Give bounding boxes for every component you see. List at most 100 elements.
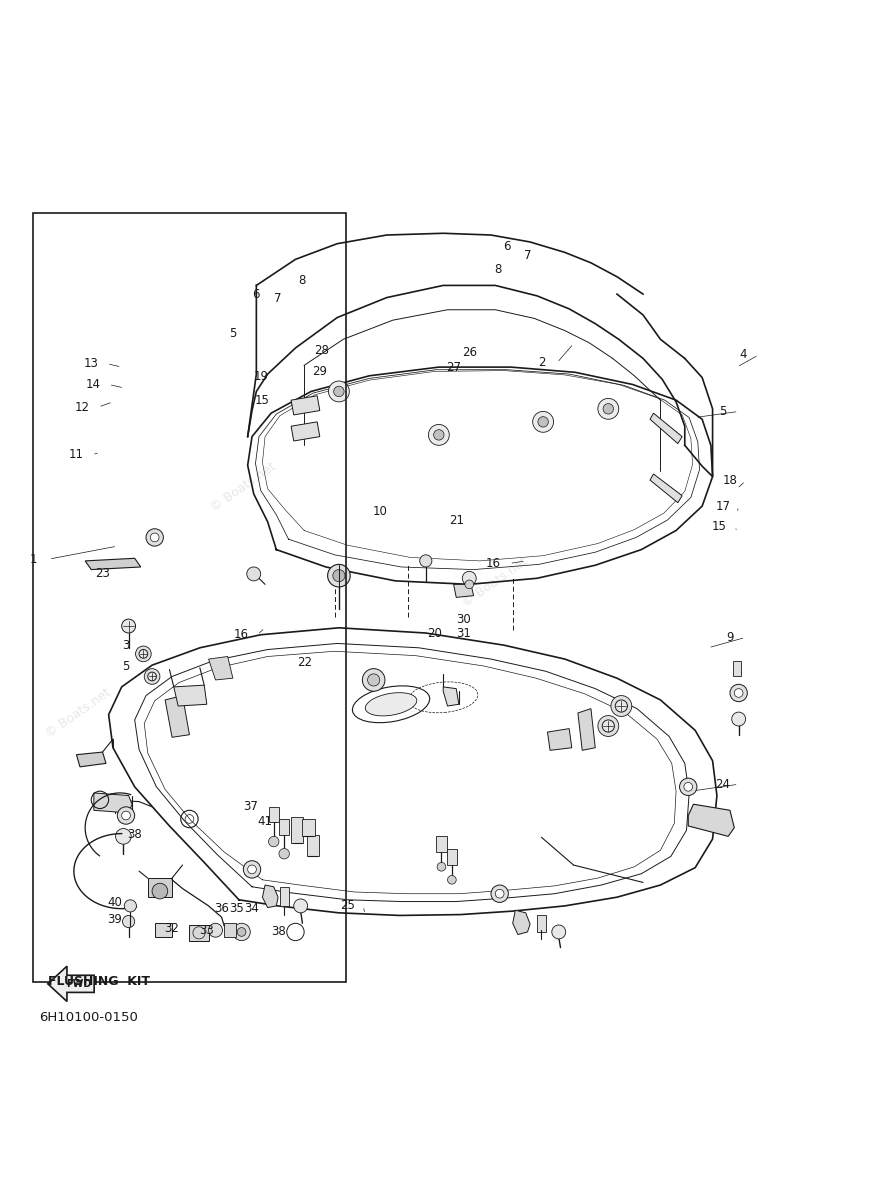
Polygon shape — [650, 413, 682, 444]
Bar — [436, 836, 447, 852]
Circle shape — [428, 425, 449, 445]
Bar — [291, 817, 303, 844]
Circle shape — [139, 649, 148, 659]
Bar — [447, 850, 457, 865]
Polygon shape — [443, 686, 459, 706]
Bar — [224, 923, 236, 937]
Circle shape — [334, 386, 344, 397]
Circle shape — [117, 806, 135, 824]
Polygon shape — [209, 656, 233, 680]
Circle shape — [146, 529, 163, 546]
Text: 15: 15 — [712, 520, 727, 533]
Text: 7: 7 — [524, 248, 531, 262]
Circle shape — [552, 925, 566, 938]
Circle shape — [294, 899, 308, 913]
Text: 11: 11 — [69, 449, 84, 461]
Text: 40: 40 — [107, 896, 123, 908]
Text: 28: 28 — [314, 344, 329, 358]
Circle shape — [209, 923, 222, 937]
Polygon shape — [85, 558, 141, 570]
Bar — [733, 661, 741, 677]
Circle shape — [116, 828, 131, 844]
Bar — [279, 818, 289, 835]
Circle shape — [730, 684, 747, 702]
Text: 37: 37 — [242, 800, 258, 814]
Circle shape — [538, 416, 548, 427]
Polygon shape — [650, 474, 682, 503]
Text: 25: 25 — [340, 899, 355, 912]
Text: FWD: FWD — [66, 979, 92, 989]
Circle shape — [598, 715, 619, 737]
Polygon shape — [165, 696, 189, 737]
Text: 6: 6 — [503, 240, 510, 253]
Text: 41: 41 — [257, 815, 273, 828]
Text: 7: 7 — [275, 292, 282, 305]
Bar — [307, 835, 319, 857]
Circle shape — [247, 566, 261, 581]
Polygon shape — [578, 709, 595, 750]
Text: 27: 27 — [446, 361, 461, 374]
Text: 29: 29 — [312, 365, 328, 378]
Text: 21: 21 — [448, 514, 464, 527]
Circle shape — [611, 696, 632, 716]
Polygon shape — [291, 422, 320, 440]
Text: 39: 39 — [107, 913, 123, 926]
Text: 16: 16 — [486, 557, 501, 570]
Circle shape — [448, 876, 456, 884]
Circle shape — [269, 836, 279, 847]
Bar — [537, 914, 546, 932]
Circle shape — [233, 923, 250, 941]
Circle shape — [462, 571, 476, 586]
Text: 6: 6 — [253, 288, 260, 301]
Text: 13: 13 — [83, 358, 99, 370]
Circle shape — [495, 889, 504, 898]
Circle shape — [603, 403, 614, 414]
Bar — [155, 923, 172, 937]
Text: 23: 23 — [95, 568, 110, 581]
Text: 2: 2 — [538, 356, 545, 370]
Polygon shape — [76, 752, 106, 767]
Circle shape — [533, 412, 554, 432]
Text: 38: 38 — [128, 828, 142, 841]
Text: 8: 8 — [494, 263, 501, 276]
Bar — [148, 878, 172, 898]
Circle shape — [122, 811, 130, 820]
Circle shape — [420, 554, 432, 566]
Text: 33: 33 — [200, 924, 214, 937]
Text: 26: 26 — [461, 346, 477, 359]
Text: 16: 16 — [234, 629, 249, 641]
Circle shape — [437, 863, 446, 871]
Circle shape — [602, 720, 614, 732]
Text: 5: 5 — [229, 326, 236, 340]
Polygon shape — [547, 728, 572, 750]
Circle shape — [136, 646, 151, 661]
Circle shape — [150, 533, 159, 541]
Bar — [189, 925, 209, 941]
Circle shape — [148, 672, 156, 680]
Polygon shape — [174, 685, 207, 706]
Polygon shape — [48, 966, 94, 1002]
Text: 36: 36 — [214, 902, 229, 914]
Circle shape — [734, 689, 743, 697]
Text: 31: 31 — [455, 626, 471, 640]
Text: © Boats.net: © Boats.net — [43, 685, 113, 740]
Text: 15: 15 — [255, 394, 270, 407]
Polygon shape — [513, 911, 530, 935]
Circle shape — [434, 430, 444, 440]
Circle shape — [362, 668, 385, 691]
Bar — [302, 818, 315, 836]
Circle shape — [243, 860, 261, 878]
Text: 38: 38 — [271, 925, 285, 938]
Circle shape — [598, 398, 619, 419]
Circle shape — [124, 900, 136, 912]
Circle shape — [279, 848, 289, 859]
Text: 14: 14 — [85, 378, 101, 391]
Text: 4: 4 — [740, 348, 746, 361]
Text: 10: 10 — [372, 505, 388, 518]
Polygon shape — [688, 804, 734, 836]
Circle shape — [123, 916, 135, 928]
Circle shape — [152, 883, 168, 899]
Circle shape — [465, 580, 474, 589]
Circle shape — [732, 712, 746, 726]
Text: 32: 32 — [164, 922, 180, 935]
